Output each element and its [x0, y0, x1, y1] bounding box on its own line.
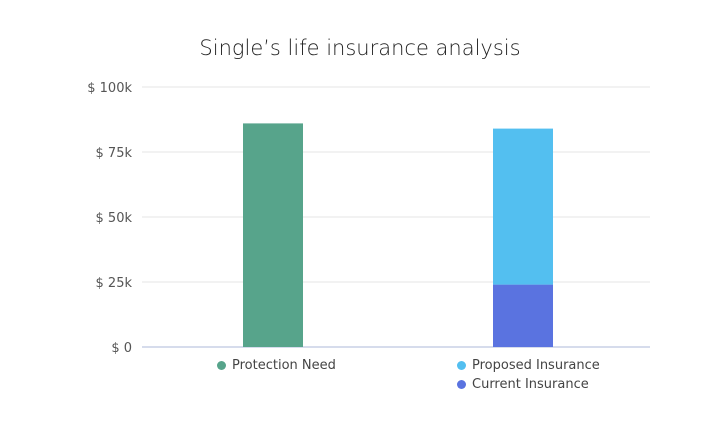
bar-proposed-insurance — [493, 128, 553, 285]
bar-current-insurance — [493, 284, 553, 347]
legend-label: Protection Need — [232, 358, 336, 373]
legend-item[interactable]: Protection Need — [217, 358, 336, 373]
legend-item[interactable]: Proposed Insurance — [457, 358, 600, 373]
legend-item[interactable]: Current Insurance — [457, 377, 589, 392]
legend-marker-icon — [457, 361, 466, 370]
y-tick-label: $ 0 — [111, 341, 132, 356]
y-tick-label: $ 100k — [87, 81, 132, 96]
bar-protection-need — [243, 123, 303, 348]
y-tick-label: $ 25k — [96, 276, 133, 291]
legend-marker-icon — [217, 361, 226, 370]
legend-label: Current Insurance — [472, 377, 589, 392]
chart-title: Single’s life insurance analysis — [199, 36, 521, 60]
y-tick-label: $ 75k — [96, 146, 133, 161]
legend-marker-icon — [457, 380, 466, 389]
y-tick-label: $ 50k — [96, 211, 133, 226]
legend-label: Proposed Insurance — [472, 358, 600, 373]
